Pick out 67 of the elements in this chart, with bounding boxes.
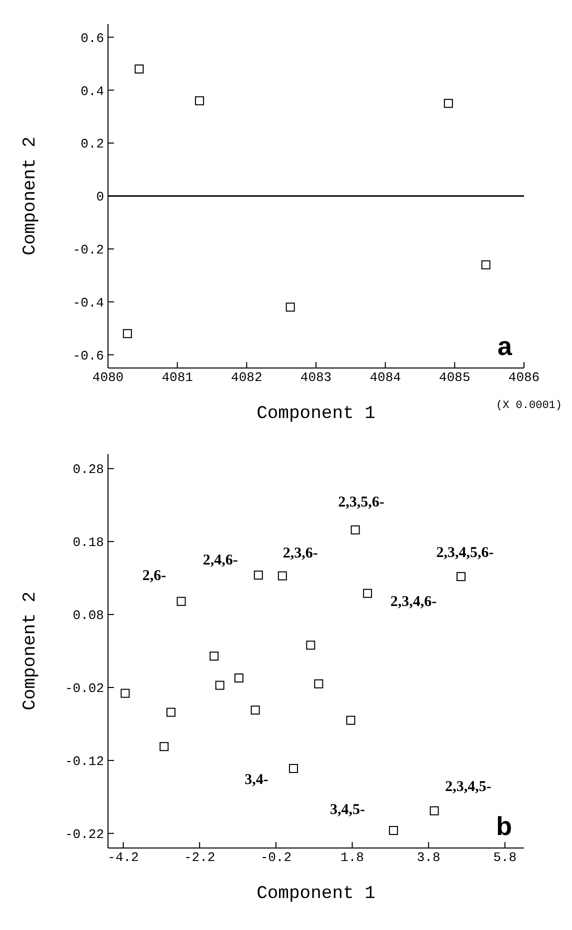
x-tick-label: 4083 — [300, 370, 332, 386]
y-tick-label: 0.18 — [72, 535, 104, 550]
text: (X 0.0001) — [496, 400, 562, 412]
y-tick-label: -0.22 — [64, 827, 104, 842]
annotation: 2,3,6- — [282, 545, 318, 562]
point — [481, 260, 490, 270]
point — [250, 706, 260, 715]
annotation: 2,3,4,6- — [390, 594, 437, 610]
x-axis-title: Component 1 — [256, 884, 376, 904]
x-tick-label: 4082 — [231, 370, 262, 386]
y-tick-label: -0.2 — [72, 242, 104, 258]
y-tick-label: -0.02 — [64, 681, 104, 696]
y-tick-label: 0.4 — [80, 84, 104, 99]
point — [120, 688, 130, 698]
y-axis-title: Component 2 — [20, 592, 40, 710]
annotation: 2,3,5,6- — [338, 494, 384, 510]
x-tick-label: 5.8 — [493, 850, 517, 866]
x-tick-label: 4084 — [370, 370, 402, 386]
point — [306, 640, 316, 650]
point — [254, 570, 263, 580]
point — [195, 96, 204, 106]
point — [346, 716, 356, 725]
x-tick-label: 1.8 — [340, 850, 364, 866]
point — [122, 329, 132, 338]
annotation: b — [496, 811, 512, 842]
annotation: 2,3,4,5,6- — [436, 545, 494, 562]
point — [388, 826, 398, 835]
x-axis-title: Component 1 — [256, 404, 376, 424]
point — [288, 764, 298, 773]
y-tick-label: -0.4 — [72, 295, 104, 310]
annotation: 2,6- — [142, 568, 166, 584]
y-tick-label: 0.6 — [80, 30, 104, 46]
point — [234, 673, 244, 682]
point — [363, 588, 372, 598]
point — [278, 571, 287, 580]
point — [286, 302, 295, 312]
y-tick-label: -0.6 — [72, 348, 104, 364]
point — [160, 742, 169, 752]
annotation: 2,3,4,5- — [445, 779, 492, 796]
point — [314, 679, 324, 688]
point — [430, 806, 439, 816]
x-tick-label: -0.2 — [260, 850, 292, 866]
y-tick-label: -0.12 — [64, 754, 104, 770]
y-axis-title: Component 2 — [20, 136, 40, 256]
x-tick-label: 4085 — [439, 370, 470, 386]
x-tick-label: 4081 — [162, 370, 194, 386]
annotation: 3,4- — [244, 772, 268, 788]
y-tick-label: 0 — [96, 190, 104, 205]
x-tick-label: 4080 — [92, 370, 124, 386]
y-tick-label: 0.28 — [72, 462, 104, 478]
point — [210, 652, 219, 661]
point — [134, 64, 144, 74]
annotation: a — [498, 331, 512, 362]
x-tick-label: -4.2 — [108, 850, 139, 866]
point — [444, 98, 453, 108]
point — [176, 596, 186, 606]
x-tick-label: -2.2 — [184, 850, 216, 866]
y-tick-label: 0.2 — [80, 136, 104, 152]
point — [350, 525, 360, 534]
annotation: 3,4,5- — [330, 802, 365, 818]
point — [456, 572, 466, 582]
x-tick-label: 3.8 — [416, 850, 440, 866]
point — [215, 680, 224, 690]
x-tick-label: 4086 — [508, 370, 540, 386]
point — [166, 708, 176, 717]
annotation: 2,4,6- — [202, 552, 238, 569]
y-tick-label: 0.08 — [72, 608, 104, 624]
